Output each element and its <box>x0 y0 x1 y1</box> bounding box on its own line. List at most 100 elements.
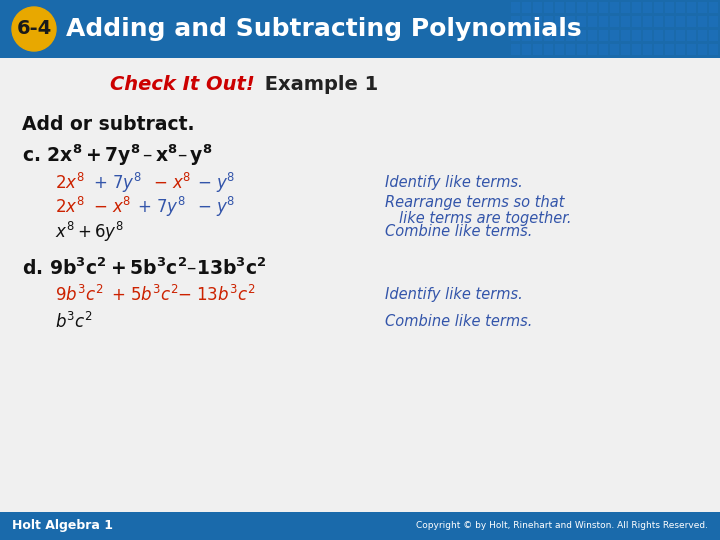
Text: c. $\mathbf{2x^8 + 7y^8\/ –\/ x^8 –\/ y^8}$: c. $\mathbf{2x^8 + 7y^8\/ –\/ x^8 –\/ y^… <box>22 142 212 168</box>
Text: $+\ 7y^8$: $+\ 7y^8$ <box>93 171 142 195</box>
Text: Add or subtract.: Add or subtract. <box>22 116 194 134</box>
Text: Combine like terms.: Combine like terms. <box>385 225 532 240</box>
Text: Identify like terms.: Identify like terms. <box>385 176 523 191</box>
Bar <box>544 44 553 55</box>
Bar <box>511 16 520 27</box>
Bar <box>577 2 586 13</box>
Bar <box>511 2 520 13</box>
Bar <box>511 30 520 41</box>
Bar <box>544 16 553 27</box>
Bar <box>709 2 718 13</box>
Bar <box>698 16 707 27</box>
Bar <box>522 16 531 27</box>
Text: $-\ y^8$: $-\ y^8$ <box>197 195 235 219</box>
Bar <box>555 2 564 13</box>
Bar <box>643 16 652 27</box>
Text: Identify like terms.: Identify like terms. <box>385 287 523 302</box>
Bar <box>621 30 630 41</box>
Text: $-\ x^8$: $-\ x^8$ <box>153 173 192 193</box>
Text: Adding and Subtracting Polynomials: Adding and Subtracting Polynomials <box>66 17 582 41</box>
Bar <box>566 2 575 13</box>
Text: $x^8 + 6y^8$: $x^8 + 6y^8$ <box>55 220 124 244</box>
Bar <box>643 44 652 55</box>
Bar <box>643 2 652 13</box>
Bar <box>533 16 542 27</box>
Bar <box>599 16 608 27</box>
Bar <box>632 44 641 55</box>
Bar <box>665 44 674 55</box>
Bar <box>599 44 608 55</box>
Bar <box>566 30 575 41</box>
Bar <box>632 16 641 27</box>
Bar <box>588 44 597 55</box>
Text: $+\ 7y^8$: $+\ 7y^8$ <box>137 195 186 219</box>
Bar <box>599 2 608 13</box>
Bar <box>676 44 685 55</box>
Bar <box>0 0 720 58</box>
Bar <box>0 512 720 540</box>
Text: Example 1: Example 1 <box>258 76 378 94</box>
Bar <box>654 2 663 13</box>
Text: Combine like terms.: Combine like terms. <box>385 314 532 329</box>
Text: $-\ y^8$: $-\ y^8$ <box>197 171 235 195</box>
Bar <box>709 16 718 27</box>
Text: $-\ x^8$: $-\ x^8$ <box>93 197 132 217</box>
Bar <box>544 2 553 13</box>
Bar <box>566 16 575 27</box>
Bar <box>632 30 641 41</box>
Bar <box>654 44 663 55</box>
Bar <box>511 44 520 55</box>
Bar <box>588 16 597 27</box>
Bar <box>687 16 696 27</box>
Bar <box>522 44 531 55</box>
Bar <box>555 16 564 27</box>
Bar <box>643 30 652 41</box>
Bar <box>599 30 608 41</box>
Bar <box>621 44 630 55</box>
Bar <box>709 44 718 55</box>
Text: $-\ 13b^3c^2$: $-\ 13b^3c^2$ <box>177 285 256 305</box>
Bar <box>588 2 597 13</box>
Text: Check It Out!: Check It Out! <box>110 76 255 94</box>
Text: like terms are together.: like terms are together. <box>399 212 572 226</box>
Text: $2x^8$: $2x^8$ <box>55 173 85 193</box>
Bar <box>654 16 663 27</box>
Text: $9b^3c^2$: $9b^3c^2$ <box>55 285 104 305</box>
Bar <box>566 44 575 55</box>
Bar <box>687 44 696 55</box>
Circle shape <box>12 7 56 51</box>
Bar <box>577 30 586 41</box>
Bar <box>610 2 619 13</box>
Bar <box>588 30 597 41</box>
Bar <box>555 44 564 55</box>
Bar <box>676 16 685 27</box>
Bar <box>687 30 696 41</box>
Bar <box>665 2 674 13</box>
Bar <box>665 30 674 41</box>
Bar <box>698 44 707 55</box>
Text: Rearrange terms so that: Rearrange terms so that <box>385 195 564 211</box>
Text: $2x^8$: $2x^8$ <box>55 197 85 217</box>
Text: Holt Algebra 1: Holt Algebra 1 <box>12 519 113 532</box>
Bar <box>610 30 619 41</box>
Bar <box>555 30 564 41</box>
Bar <box>577 16 586 27</box>
Bar <box>676 2 685 13</box>
Bar <box>610 16 619 27</box>
Bar <box>621 16 630 27</box>
Bar <box>533 30 542 41</box>
Bar <box>676 30 685 41</box>
Bar <box>698 30 707 41</box>
Text: Copyright © by Holt, Rinehart and Winston. All Rights Reserved.: Copyright © by Holt, Rinehart and Winsto… <box>416 522 708 530</box>
Bar <box>687 2 696 13</box>
Text: $b^3c^2$: $b^3c^2$ <box>55 312 93 332</box>
Bar <box>577 44 586 55</box>
Bar <box>544 30 553 41</box>
Text: 6-4: 6-4 <box>17 19 52 38</box>
Bar <box>709 30 718 41</box>
Bar <box>522 2 531 13</box>
Text: d. $\mathbf{9b^3c^2 + 5b^3c^2 – 13b^3c^2}$: d. $\mathbf{9b^3c^2 + 5b^3c^2 – 13b^3c^2… <box>22 257 267 279</box>
Bar <box>621 2 630 13</box>
Bar <box>533 44 542 55</box>
Text: $+\ 5b^3c^2$: $+\ 5b^3c^2$ <box>111 285 179 305</box>
